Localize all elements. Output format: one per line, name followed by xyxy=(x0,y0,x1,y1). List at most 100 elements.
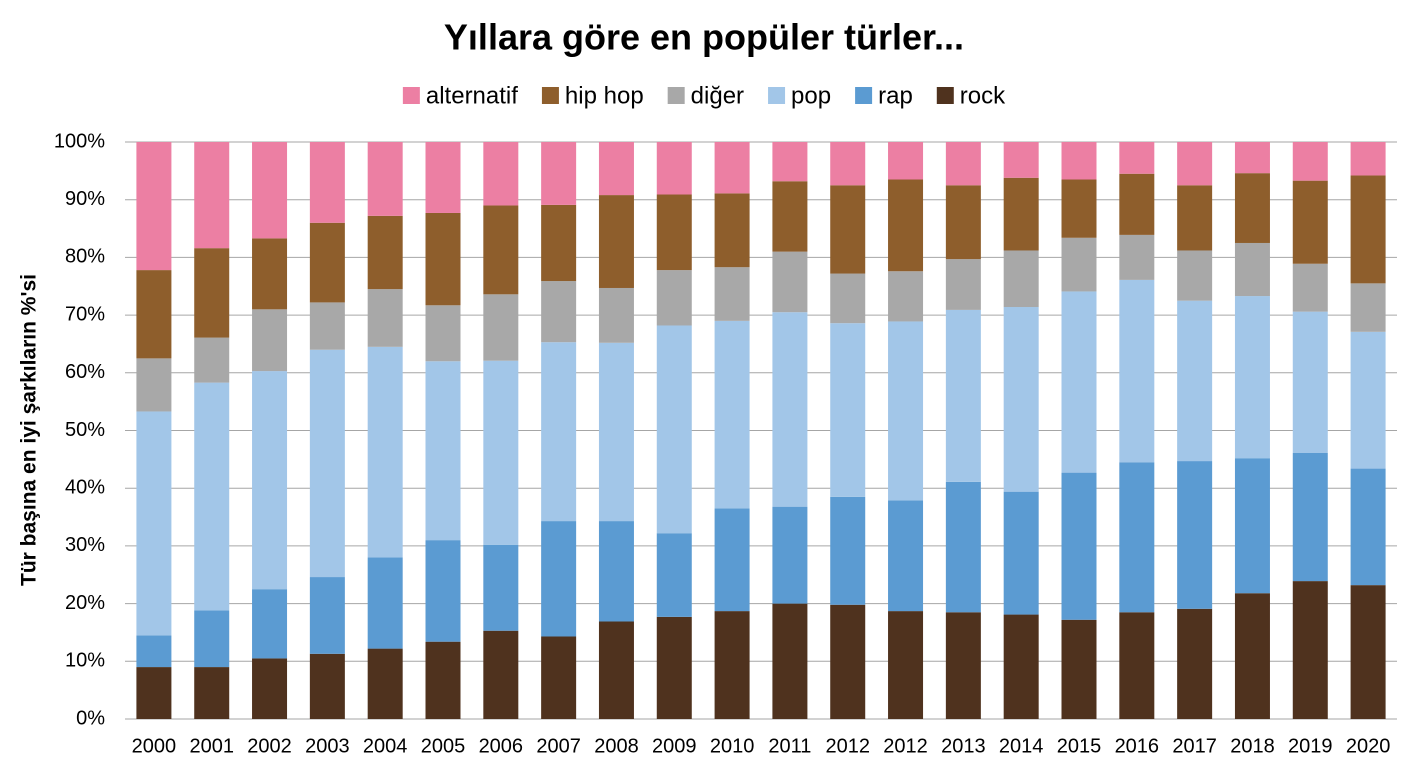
bar-segment xyxy=(483,205,519,295)
bar-segment xyxy=(252,238,288,310)
legend-swatch xyxy=(768,87,786,104)
bar-segment xyxy=(1292,581,1328,719)
bar-segment xyxy=(252,589,288,659)
bar-segment xyxy=(598,621,634,719)
bar-segment xyxy=(252,371,288,590)
bar-segment xyxy=(194,667,230,719)
y-tick-label: 60% xyxy=(65,361,105,383)
bar-segment xyxy=(1292,263,1328,312)
bar-segment xyxy=(194,382,230,611)
bar-segment xyxy=(830,273,866,324)
x-tick-label: 2015 xyxy=(1057,735,1102,757)
x-tick-label: 2003 xyxy=(305,735,350,757)
bar-segment xyxy=(541,521,577,637)
bar-segment xyxy=(1292,180,1328,264)
bar-segment xyxy=(541,342,577,522)
bar-segment xyxy=(714,193,750,268)
bar-segment xyxy=(367,648,403,719)
bar-segment xyxy=(772,312,808,507)
y-tick-label: 10% xyxy=(65,650,105,672)
bar-segment xyxy=(714,267,750,321)
bar-segment xyxy=(1292,311,1328,454)
bar-segment xyxy=(1234,593,1270,719)
bar-segment xyxy=(772,603,808,719)
bar-segment xyxy=(1350,585,1386,719)
bar-segment xyxy=(714,320,750,509)
bar-segment xyxy=(1119,142,1155,174)
legend-label: rap xyxy=(878,82,913,109)
bar-segment xyxy=(830,142,866,186)
bar-segment xyxy=(1234,142,1270,174)
x-tick-label: 2000 xyxy=(132,735,177,757)
x-tick-label: 2019 xyxy=(1288,735,1333,757)
bar-segment xyxy=(656,533,692,617)
bar-segment xyxy=(772,142,808,182)
bar-segment xyxy=(1350,468,1386,586)
bar-segment xyxy=(830,185,866,274)
bar-segment xyxy=(136,411,172,636)
x-tick-label: 2004 xyxy=(363,735,408,757)
x-tick-label: 2008 xyxy=(594,735,639,757)
bar-segment xyxy=(1061,472,1097,620)
bar-segment xyxy=(1350,175,1386,284)
bar-segment xyxy=(252,309,288,372)
bar-segment xyxy=(1234,458,1270,594)
bar-segment xyxy=(252,658,288,719)
bar-segment xyxy=(541,142,577,205)
bar-segment xyxy=(425,305,461,362)
bar-segment xyxy=(1003,142,1039,178)
bar-segment xyxy=(425,361,461,541)
bar-segment xyxy=(1292,453,1328,582)
y-tick-label: 40% xyxy=(65,476,105,498)
bar-segment xyxy=(945,612,981,719)
legend-swatch xyxy=(541,87,559,104)
bar-segment xyxy=(772,506,808,604)
x-tick-label: 2013 xyxy=(941,735,986,757)
legend-label: hip hop xyxy=(565,82,644,109)
y-tick-label: 80% xyxy=(65,246,105,268)
legend-label: alternatif xyxy=(426,82,518,109)
bar-segment xyxy=(1234,296,1270,459)
bar-segment xyxy=(483,360,519,545)
x-tick-label: 2006 xyxy=(479,735,524,757)
y-axis-title: Tür başına en iyi şarkıların %'si xyxy=(18,274,41,586)
bar-segment xyxy=(1177,185,1213,251)
bar-segment xyxy=(772,251,808,313)
bar-segment xyxy=(888,142,924,180)
x-tick-label: 2017 xyxy=(1172,735,1217,757)
bar-segment xyxy=(1350,283,1386,332)
bar-segment xyxy=(1061,291,1097,473)
bar-segment xyxy=(541,204,577,282)
bar-segment xyxy=(194,248,230,338)
legend-swatch xyxy=(402,87,420,104)
x-tick-label: 2018 xyxy=(1230,735,1275,757)
bar-segment xyxy=(1119,173,1155,235)
bar-segment xyxy=(367,289,403,347)
legend-swatch xyxy=(667,87,685,104)
bar-segment xyxy=(309,349,345,578)
bar-segment xyxy=(309,577,345,654)
legend-label: rock xyxy=(960,82,1006,109)
bar-segment xyxy=(367,142,403,216)
bar-segment xyxy=(194,142,230,249)
bar-segment xyxy=(425,540,461,642)
bar-segment xyxy=(1119,462,1155,613)
bar-segment xyxy=(656,270,692,326)
legend-swatch xyxy=(936,87,954,104)
bar-segment xyxy=(1061,619,1097,719)
bar-segment xyxy=(714,508,750,612)
x-tick-label: 2011 xyxy=(768,735,811,757)
bar-segment xyxy=(1177,608,1213,719)
bar-segment xyxy=(367,215,403,290)
bar-segment xyxy=(1119,612,1155,719)
x-tick-label: 2016 xyxy=(1115,735,1160,757)
bar-segment xyxy=(425,212,461,306)
bar-segment xyxy=(1177,142,1213,186)
bar-segment xyxy=(714,611,750,719)
bar-segment xyxy=(598,287,634,343)
bar-segment xyxy=(541,281,577,343)
bar-segment xyxy=(309,653,345,719)
bar-segment xyxy=(194,337,230,383)
bar-segment xyxy=(1003,614,1039,719)
